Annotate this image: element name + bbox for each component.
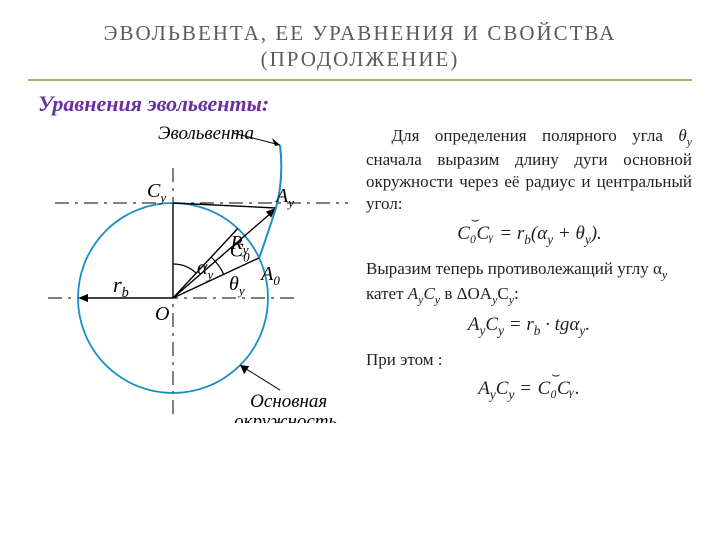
eq3-eq: = <box>514 378 536 399</box>
involute-leader-arrow <box>272 138 280 146</box>
title-line-1: ЭВОЛЬВЕНТА, ЕЕ УРАВНЕНИЯ И СВОЙСТВА <box>104 21 617 45</box>
eq1-close: ). <box>591 223 602 244</box>
p2-C: C <box>423 284 434 303</box>
label-involute: Эвольвента <box>158 123 254 144</box>
p2-alpha: α <box>653 259 662 278</box>
body: O rb A0 C0 Ay Cy Ry αy θy Эвольвента Осн… <box>28 123 692 423</box>
eq2-r: r <box>526 314 533 335</box>
eq2-tg: tg <box>555 314 570 335</box>
equation-2: AyCy = rb · tgαy. <box>366 313 692 339</box>
tangent-cy-ay <box>173 203 276 208</box>
label-rb: rb <box>113 272 129 301</box>
equation-1: C₀Cᵧ = rb(αy + θy). <box>366 222 692 248</box>
eq2-end: . <box>585 314 590 335</box>
p1-a: Для определения полярного угла <box>392 126 679 145</box>
equation-3: AyCy = C₀Cᵧ. <box>366 377 692 403</box>
eq2-C: C <box>485 314 498 335</box>
p2-A: A <box>408 284 418 303</box>
eq2-eq: = <box>504 314 526 335</box>
eq1-r-sub: b <box>524 232 531 247</box>
label-Cy: Cy <box>147 180 166 205</box>
eq1-eq: = <box>495 223 517 244</box>
label-theta: θy <box>229 273 245 298</box>
p1-theta: θ <box>678 126 686 145</box>
title-rule <box>28 79 692 81</box>
eq3-arc-rhs: C₀Cᵧ <box>538 378 574 399</box>
eq2-A: A <box>468 314 480 335</box>
eq3-arc: C₀Cᵧ <box>537 377 575 401</box>
label-Ay: Ay <box>274 185 294 210</box>
eq2-alpha: α <box>569 314 579 335</box>
paragraph-1: Для определения полярного угла θy сначал… <box>366 125 692 215</box>
eq2-dot: · <box>540 314 554 335</box>
p2-c: в ΔOA <box>440 284 492 303</box>
paragraph-3: При этом : <box>366 349 692 371</box>
eq1-plus: + <box>553 223 575 244</box>
p1-theta-sub: y <box>687 134 692 148</box>
text-column: Для определения полярного угла θy сначал… <box>366 123 692 409</box>
eq1-theta: θ <box>575 223 584 244</box>
p2-b: катет <box>366 284 408 303</box>
p2-d: C <box>497 284 508 303</box>
involute-figure: O rb A0 C0 Ay Cy Ry αy θy Эвольвента Осн… <box>28 123 358 423</box>
eq1-alpha: α <box>537 223 547 244</box>
label-O: O <box>155 303 169 325</box>
line-O-Ay <box>173 213 271 298</box>
eq3-C: C <box>496 378 509 399</box>
figure-svg: O rb A0 C0 Ay Cy Ry αy θy Эвольвента Осн… <box>28 123 358 423</box>
paragraph-2: Выразим теперь противолежащий углу αy ка… <box>366 258 692 307</box>
angle-arc-alpha <box>173 264 196 273</box>
slide: ЭВОЛЬВЕНТА, ЕЕ УРАВНЕНИЯ И СВОЙСТВА (ПРО… <box>0 0 720 540</box>
p2-a: Выразим теперь противолежащий углу <box>366 259 653 278</box>
eq1-arc-lhs: C₀Cᵧ <box>457 223 493 244</box>
p2-alpha-sub: y <box>662 268 667 282</box>
label-alpha: αy <box>197 257 214 282</box>
slide-title: ЭВОЛЬВЕНТА, ЕЕ УРАВНЕНИЯ И СВОЙСТВА (ПРО… <box>28 20 692 73</box>
title-line-2: (ПРОДОЛЖЕНИЕ) <box>261 47 460 71</box>
p1-b: сначала выразим длину дуги основной окру… <box>366 150 692 213</box>
eq3-end: . <box>575 378 580 399</box>
eq3-A: A <box>478 378 490 399</box>
label-base-circle-1: Основная <box>250 391 327 412</box>
eq1-arc: C₀Cᵧ <box>456 222 494 246</box>
label-A0: A0 <box>259 262 280 287</box>
section-subheading: Уравнения эвольвенты: <box>38 91 692 117</box>
label-base-circle-2: окружность <box>234 411 337 423</box>
p2-e: : <box>514 284 519 303</box>
